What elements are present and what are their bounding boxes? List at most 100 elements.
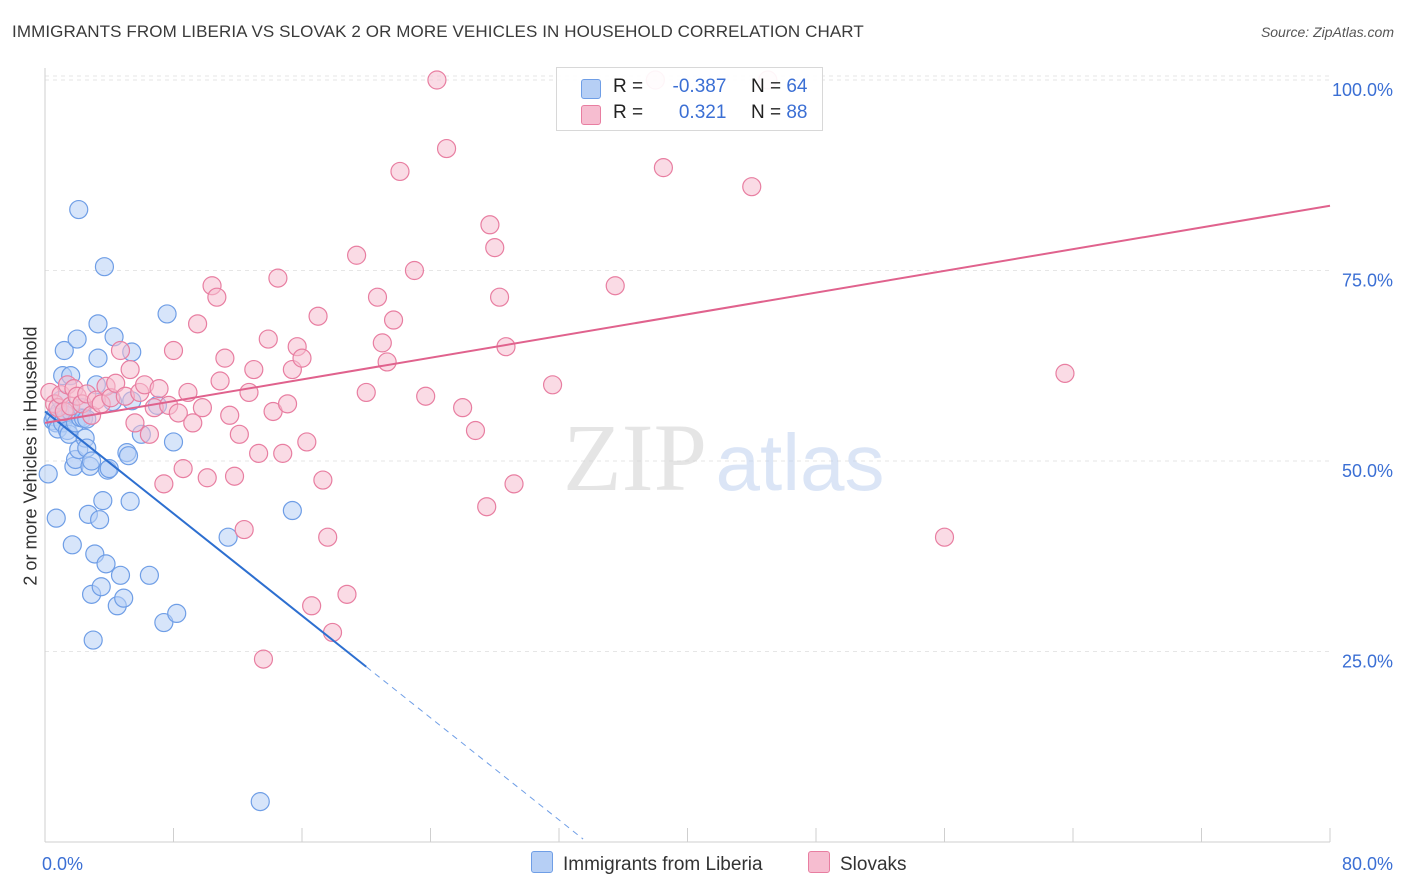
data-point-slovaks (485, 238, 505, 258)
legend-n-label: N = (750, 102, 782, 123)
data-point-slovaks (383, 310, 404, 330)
data-point-slovaks (139, 424, 160, 444)
data-point-liberia (118, 446, 139, 466)
series-liberia-points (38, 199, 302, 812)
data-point-liberia (139, 565, 160, 585)
data-point-liberia (93, 491, 113, 511)
legend-swatch-pink (808, 851, 830, 873)
data-point-liberia (38, 464, 58, 484)
data-point-slovaks (110, 340, 131, 361)
data-point-slovaks (480, 215, 500, 235)
data-point-liberia (81, 451, 102, 471)
data-point-slovaks (183, 413, 203, 433)
data-point-slovaks (253, 649, 274, 669)
series-slovaks-points (40, 70, 1075, 669)
data-point-slovaks (268, 268, 288, 288)
data-point-slovaks (258, 329, 278, 349)
legend-series-label: Immigrants from Liberia (563, 854, 763, 875)
data-point-slovaks (934, 527, 955, 547)
legend-r-label: R = (613, 76, 644, 97)
watermark-atlas: atlas (716, 418, 885, 507)
data-point-slovaks (215, 348, 235, 368)
data-point-slovaks (239, 382, 259, 403)
data-point-slovaks (210, 371, 230, 391)
legend-swatch-blue (531, 851, 553, 873)
data-point-slovaks (489, 287, 510, 307)
data-point-liberia (282, 500, 302, 521)
data-point-slovaks (125, 413, 145, 433)
data-point-liberia (54, 340, 74, 361)
axes (44, 68, 1331, 843)
tick-labels: 25.0% 50.0% 75.0% 100.0% 0.0% 80.0% (42, 80, 1393, 874)
data-point-slovaks (356, 382, 376, 403)
data-point-liberia (163, 432, 184, 452)
data-point-liberia (250, 792, 270, 812)
legend-r-value: -0.387 (672, 76, 727, 97)
data-point-slovaks (504, 474, 524, 494)
correlation-legend: R = -0.387 N = 64 R = 0.321 N = 88 (556, 67, 823, 131)
data-point-liberia (114, 588, 134, 608)
data-point-slovaks (404, 260, 425, 281)
legend-series-label: Slovaks (840, 854, 907, 875)
data-point-slovaks (742, 177, 762, 197)
data-point-liberia (120, 491, 140, 511)
legend-n-label: N = (750, 76, 782, 97)
trend-line-slovaks (44, 204, 1331, 424)
data-point-slovaks (605, 276, 625, 296)
data-point-slovaks (453, 398, 473, 418)
legend-swatch-blue (581, 79, 601, 99)
trend-lines (44, 204, 1331, 840)
data-point-liberia (91, 577, 111, 597)
y-tick-label: 50.0% (1342, 461, 1393, 481)
data-point-slovaks (377, 352, 397, 372)
data-point-slovaks (229, 424, 249, 444)
data-point-liberia (96, 554, 116, 574)
data-point-slovaks (465, 420, 486, 441)
y-tick-label: 25.0% (1342, 652, 1393, 672)
data-point-slovaks (249, 443, 269, 463)
data-point-liberia (110, 565, 131, 585)
x-tick-label: 80.0% (1342, 854, 1393, 874)
data-point-liberia (157, 304, 177, 324)
data-point-slovaks (318, 527, 338, 547)
data-point-liberia (94, 257, 115, 277)
bottom-legend-slovaks: Slovaks (808, 851, 907, 876)
legend-r-label: R = (613, 102, 644, 123)
data-point-slovaks (313, 470, 333, 490)
data-point-slovaks (192, 398, 213, 418)
data-point-slovaks (372, 333, 392, 353)
data-point-liberia (218, 527, 238, 547)
data-point-liberia (167, 603, 187, 624)
data-point-liberia (46, 508, 66, 528)
data-point-slovaks (187, 314, 208, 334)
legend-r-value: 0.321 (678, 102, 727, 123)
data-point-slovaks (154, 474, 174, 494)
data-point-slovaks (277, 394, 298, 414)
source-label: Source: ZipAtlas.com (1260, 24, 1394, 40)
data-point-slovaks (273, 443, 293, 463)
data-point-slovaks (308, 306, 328, 326)
data-point-liberia (62, 535, 82, 555)
data-point-slovaks (302, 596, 322, 616)
data-point-slovaks (477, 497, 497, 517)
y-tick-label: 75.0% (1342, 271, 1393, 291)
trend-line-liberia-extension (365, 666, 584, 840)
data-point-slovaks (207, 287, 227, 307)
chart-title: IMMIGRANTS FROM LIBERIA VS SLOVAK 2 OR M… (12, 22, 864, 41)
data-point-slovaks (220, 405, 240, 425)
legend-swatch-pink (581, 105, 601, 125)
data-point-liberia (90, 510, 110, 530)
data-point-slovaks (106, 373, 126, 393)
data-point-slovaks (347, 245, 367, 265)
data-point-slovaks (120, 359, 140, 380)
watermark: ZIP atlas (563, 404, 884, 511)
watermark-zip: ZIP (563, 404, 707, 511)
data-point-liberia (83, 630, 103, 650)
data-point-slovaks (178, 382, 198, 403)
data-point-slovaks (224, 466, 245, 486)
data-point-slovaks (163, 340, 184, 361)
data-point-slovaks (297, 432, 317, 452)
legend-n-value: 64 (786, 76, 808, 97)
data-point-slovaks (367, 287, 388, 307)
